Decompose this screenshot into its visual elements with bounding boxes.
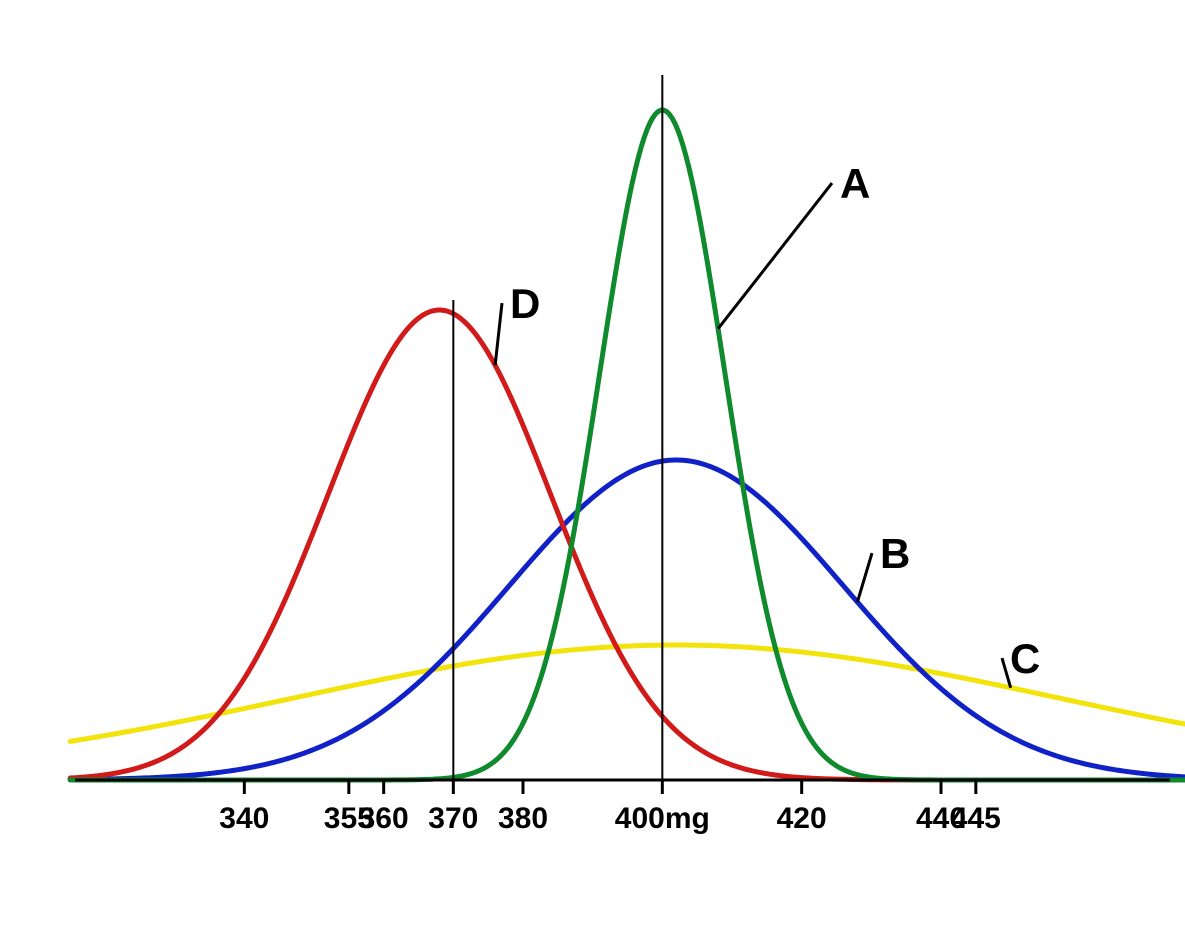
curve-label-a: A <box>840 160 870 208</box>
distribution-chart <box>0 0 1185 935</box>
tick-label-400: 400mg <box>615 802 710 836</box>
curve-label-c: C <box>1010 635 1040 683</box>
tick-label-420: 420 <box>777 802 827 836</box>
tick-label-445: 445 <box>951 802 1001 836</box>
tick-label-340: 340 <box>219 802 269 836</box>
curve-label-d: D <box>510 280 540 328</box>
tick-label-370: 370 <box>428 802 478 836</box>
tick-label-360: 360 <box>359 802 409 836</box>
curve-label-b: B <box>880 530 910 578</box>
tick-label-380: 380 <box>498 802 548 836</box>
